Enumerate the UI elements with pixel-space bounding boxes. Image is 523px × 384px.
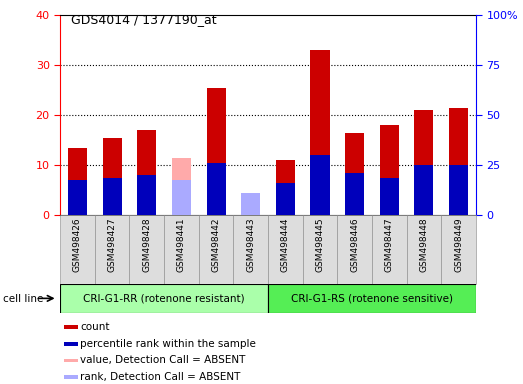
Bar — [68, 148, 87, 215]
Bar — [207, 163, 225, 215]
Bar — [64, 342, 78, 346]
Bar — [449, 165, 468, 215]
Bar — [414, 110, 434, 215]
Bar — [276, 183, 295, 215]
Bar — [380, 177, 399, 215]
Bar — [414, 165, 434, 215]
Text: value, Detection Call = ABSENT: value, Detection Call = ABSENT — [81, 356, 246, 366]
Text: CRI-G1-RS (rotenone sensitive): CRI-G1-RS (rotenone sensitive) — [291, 293, 453, 304]
FancyBboxPatch shape — [303, 215, 337, 284]
Text: GSM498442: GSM498442 — [212, 217, 221, 271]
Bar — [311, 155, 329, 215]
Bar — [276, 160, 295, 215]
Text: GDS4014 / 1377190_at: GDS4014 / 1377190_at — [71, 13, 216, 26]
Text: rank, Detection Call = ABSENT: rank, Detection Call = ABSENT — [81, 372, 241, 382]
Text: GSM498447: GSM498447 — [385, 217, 394, 272]
FancyBboxPatch shape — [268, 215, 303, 284]
FancyBboxPatch shape — [60, 284, 268, 313]
Bar — [103, 138, 122, 215]
Bar — [64, 359, 78, 362]
Bar — [137, 175, 156, 215]
Bar — [68, 180, 87, 215]
Bar — [380, 125, 399, 215]
FancyBboxPatch shape — [441, 215, 476, 284]
Bar — [449, 108, 468, 215]
Text: GSM498428: GSM498428 — [142, 217, 151, 272]
Text: GSM498448: GSM498448 — [419, 217, 428, 272]
FancyBboxPatch shape — [233, 215, 268, 284]
Text: GSM498426: GSM498426 — [73, 217, 82, 272]
FancyBboxPatch shape — [129, 215, 164, 284]
FancyBboxPatch shape — [372, 215, 407, 284]
FancyBboxPatch shape — [199, 215, 233, 284]
Bar — [137, 130, 156, 215]
FancyBboxPatch shape — [95, 215, 129, 284]
Bar — [207, 88, 225, 215]
Bar — [311, 50, 329, 215]
Bar — [64, 375, 78, 379]
Text: count: count — [81, 322, 110, 332]
Text: CRI-G1-RR (rotenone resistant): CRI-G1-RR (rotenone resistant) — [83, 293, 245, 304]
Text: GSM498427: GSM498427 — [108, 217, 117, 272]
Text: GSM498446: GSM498446 — [350, 217, 359, 272]
Text: cell line: cell line — [3, 294, 43, 304]
FancyBboxPatch shape — [337, 215, 372, 284]
Bar — [345, 173, 364, 215]
FancyBboxPatch shape — [268, 284, 476, 313]
FancyBboxPatch shape — [60, 215, 95, 284]
Text: GSM498441: GSM498441 — [177, 217, 186, 272]
FancyBboxPatch shape — [164, 215, 199, 284]
Text: GSM498449: GSM498449 — [454, 217, 463, 272]
Bar — [64, 325, 78, 329]
Bar — [172, 158, 191, 215]
Bar — [241, 193, 260, 215]
Text: percentile rank within the sample: percentile rank within the sample — [81, 339, 256, 349]
Text: GSM498445: GSM498445 — [315, 217, 324, 272]
FancyBboxPatch shape — [407, 215, 441, 284]
Text: GSM498444: GSM498444 — [281, 217, 290, 271]
Bar — [172, 180, 191, 215]
Bar — [103, 177, 122, 215]
Text: GSM498443: GSM498443 — [246, 217, 255, 272]
Bar — [345, 133, 364, 215]
